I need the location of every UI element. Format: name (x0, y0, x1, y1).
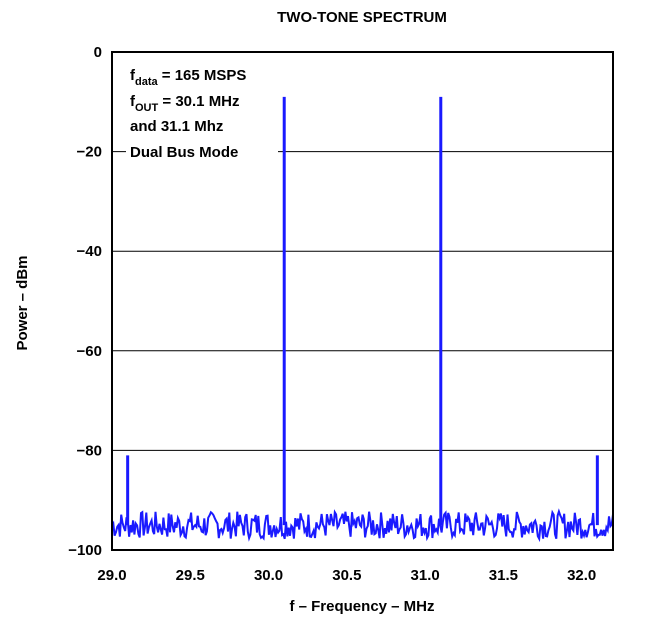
chart-title: TWO-TONE SPECTRUM (277, 9, 447, 26)
y-tick-label: −80 (77, 442, 102, 459)
x-tick-label: 32.0 (567, 567, 596, 584)
noise-floor (111, 508, 614, 543)
x-tick-label: 29.0 (97, 567, 126, 584)
y-tick-label: −20 (77, 144, 102, 161)
annotation-background (126, 62, 278, 162)
spectrum-peaks (126, 96, 599, 526)
x-tick-label: 31.0 (411, 567, 440, 584)
y-tick-label: −100 (68, 542, 102, 559)
y-tick-label: 0 (94, 44, 102, 61)
y-tick-labels: 0 −20 −40 −60 −80 −100 (68, 44, 102, 559)
annotation-fdata: fdata = 165 MSPS (130, 67, 246, 88)
y-tick-label: −40 (77, 243, 102, 260)
x-tick-label: 31.5 (489, 567, 518, 584)
noise-trace (111, 508, 614, 543)
y-axis-label: Power – dBm (14, 255, 31, 350)
grid-lines (112, 151, 613, 451)
x-tick-labels: 29.0 29.5 30.0 30.5 31.0 31.5 32.0 (97, 567, 596, 584)
x-tick-label: 30.5 (332, 567, 361, 584)
x-tick-label: 29.5 (176, 567, 205, 584)
annotation-second-tone: and 31.1 Mhz (130, 118, 223, 135)
plot-frame (111, 51, 614, 551)
x-axis-label: f – Frequency – MHz (289, 598, 434, 615)
x-tick-label: 30.0 (254, 567, 283, 584)
annotation-box: fdata = 165 MSPS fOUT = 30.1 MHz and 31.… (126, 62, 278, 162)
y-tick-label: −60 (77, 343, 102, 360)
annotation-fout: fOUT = 30.1 MHz (130, 93, 240, 114)
annotation-mode: Dual Bus Mode (130, 144, 238, 161)
